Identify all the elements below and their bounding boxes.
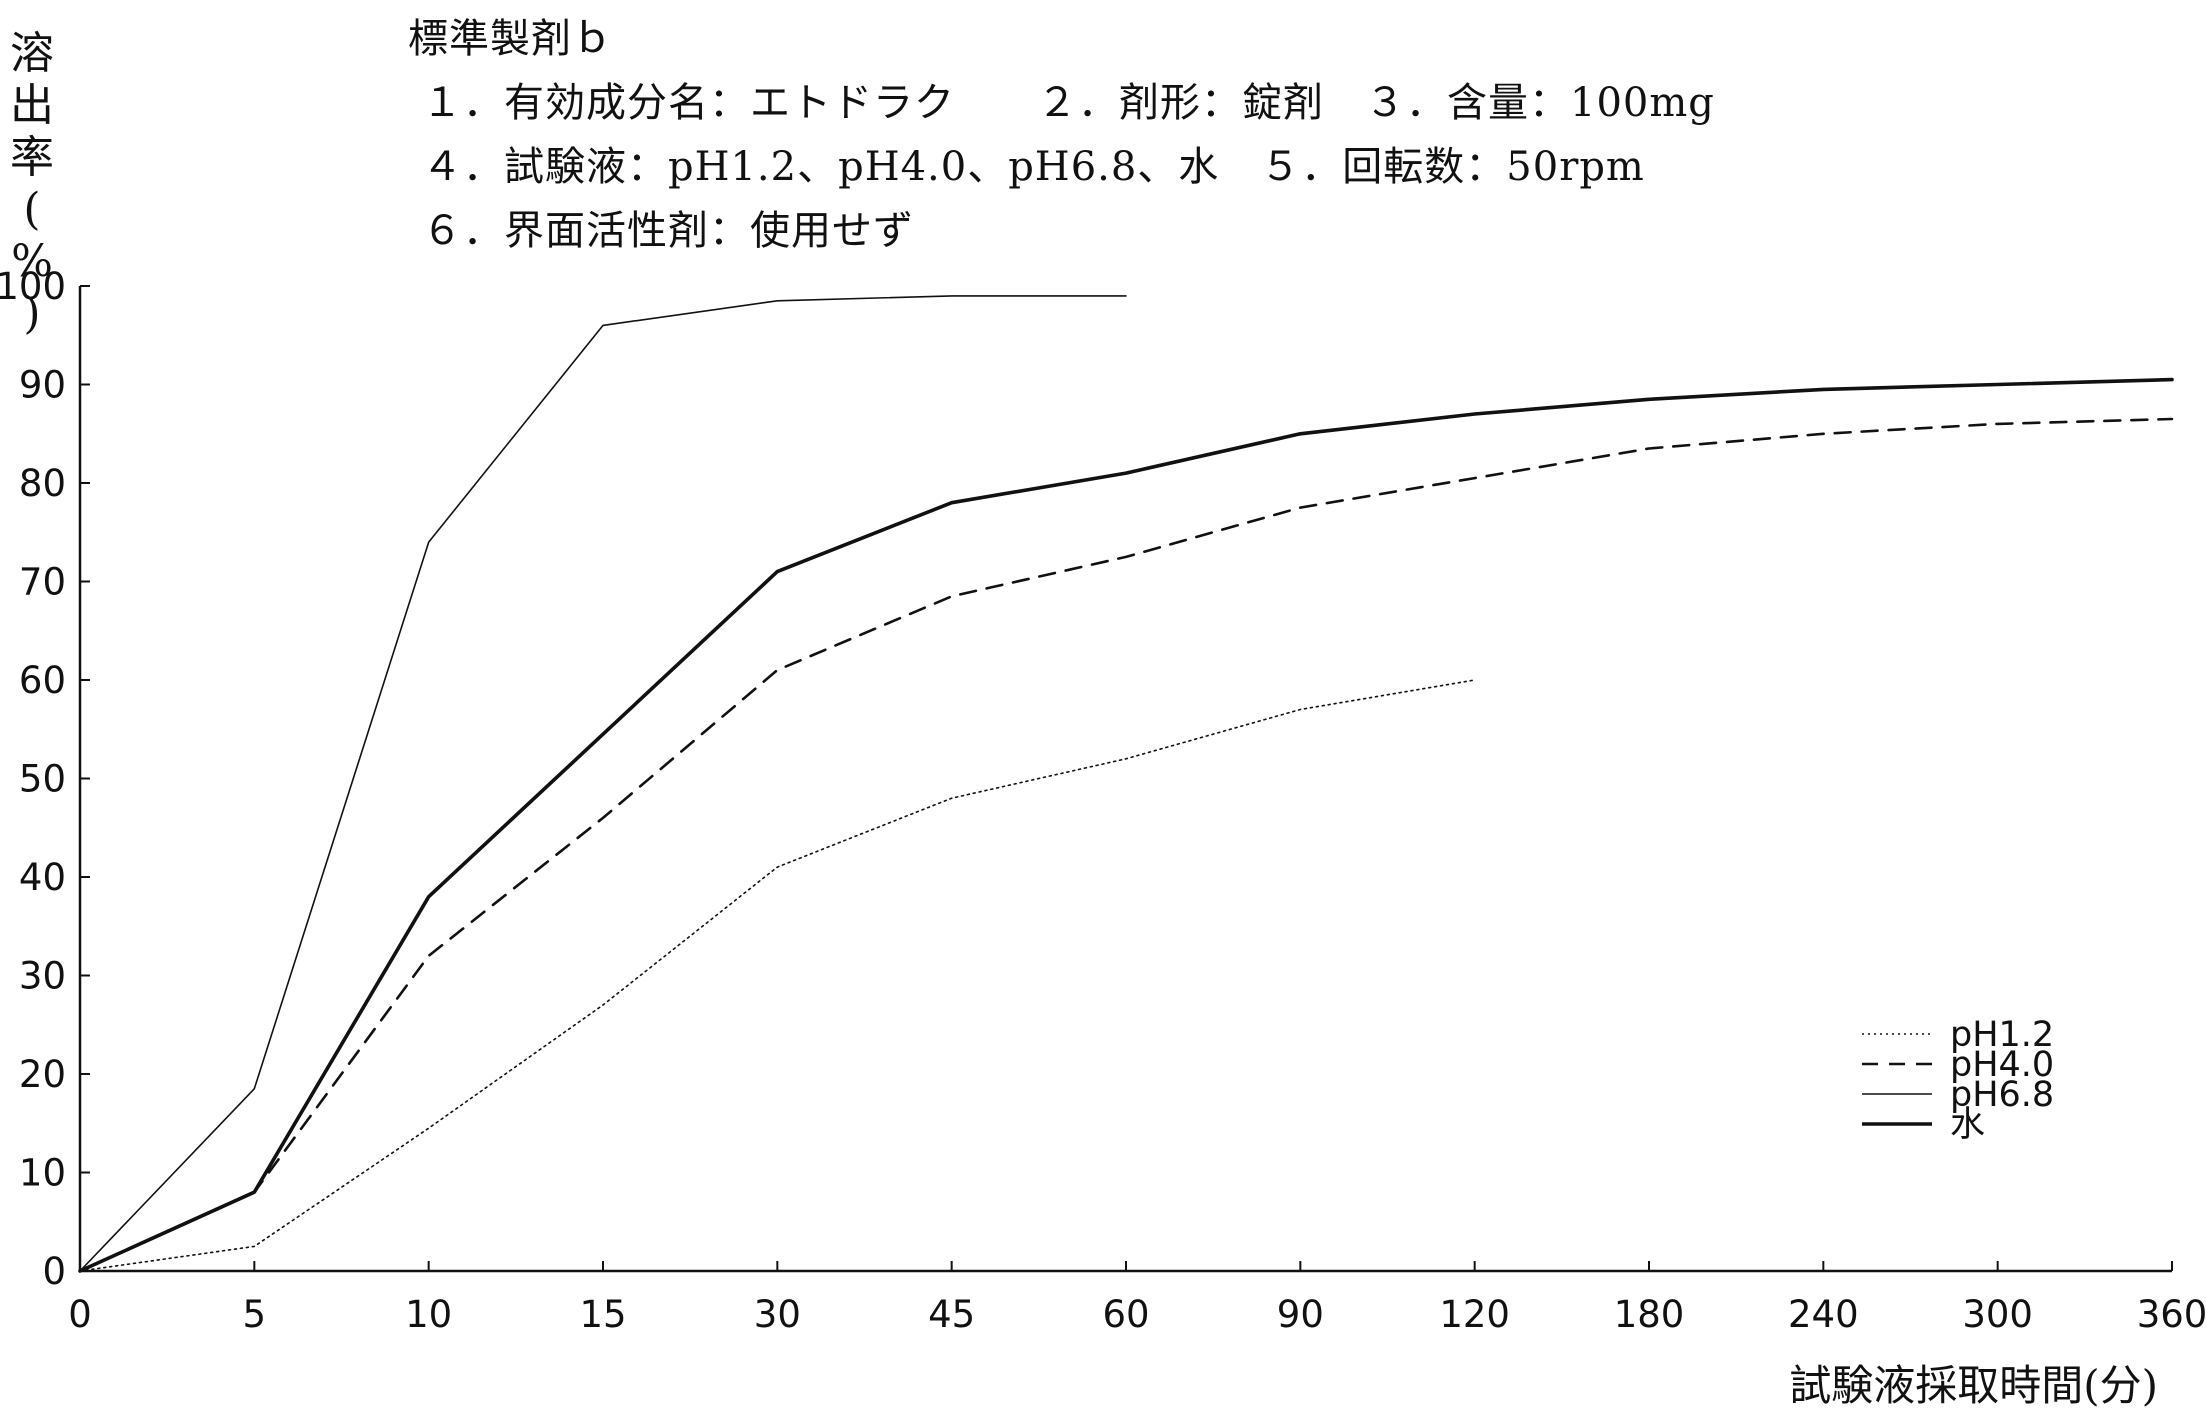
series-line-pH4.0 xyxy=(78,417,2174,1273)
x-tick-label: 300 xyxy=(1962,1293,2033,1336)
x-tick-label: 240 xyxy=(1788,1293,1859,1336)
x-tick-label: 90 xyxy=(1277,1293,1324,1336)
x-tick-label: 10 xyxy=(405,1293,452,1336)
y-tick-label: 60 xyxy=(19,659,66,702)
x-tick-label: 15 xyxy=(579,1293,626,1336)
y-tick-label: 30 xyxy=(19,955,66,998)
info-line-1: １．有効成分名：エトドラク ２．剤形：錠剤 ３．含量：100mg xyxy=(422,80,1715,126)
x-tick-label: 5 xyxy=(243,1293,267,1336)
x-tick-label: 120 xyxy=(1439,1293,1510,1336)
x-tick-label: 0 xyxy=(68,1293,92,1336)
y-tick-label: 90 xyxy=(19,364,66,407)
series-line-水 xyxy=(78,377,2174,1273)
legend-label: pH6.8 xyxy=(1950,1075,2054,1115)
series-line-pH6.8 xyxy=(79,295,1127,1272)
y-tick-label: 20 xyxy=(19,1053,66,1096)
chart-title: 標準製剤ｂ xyxy=(408,16,613,62)
y-axis-label: 溶 出 率 ( % ) xyxy=(8,28,56,340)
y-tick-label: 10 xyxy=(19,1152,66,1195)
x-tick-label: 30 xyxy=(754,1293,801,1336)
x-tick-label: 60 xyxy=(1102,1293,1149,1336)
legend-label: pH4.0 xyxy=(1950,1045,2054,1085)
x-tick-label: 45 xyxy=(928,1293,975,1336)
x-axis-label: 試験液採取時間(分) xyxy=(1789,1361,2158,1410)
info-line-2: ４．試験液：pH1.2、pH4.0、pH6.8、水 ５．回転数：50rpm xyxy=(422,144,1645,190)
y-tick-label: 40 xyxy=(19,856,66,899)
y-axis-label-char: % xyxy=(11,236,53,287)
legend-label: 水 xyxy=(1950,1105,1985,1145)
y-tick-label: 100 xyxy=(0,265,66,308)
series-line-pH1.2 xyxy=(79,679,1476,1272)
y-axis-label-char: ( xyxy=(23,184,41,235)
x-tick-label: 180 xyxy=(1614,1293,1685,1336)
y-tick-label: 0 xyxy=(42,1250,66,1293)
legend-label: pH1.2 xyxy=(1950,1015,2054,1055)
y-tick-label: 70 xyxy=(19,561,66,604)
y-tick-label: 50 xyxy=(19,758,66,801)
y-axis-label-char: ) xyxy=(23,288,41,339)
y-axis-label-char: 溶 xyxy=(10,28,54,79)
y-axis-label-char: 率 xyxy=(10,132,54,183)
y-axis-label-char: 出 xyxy=(10,80,54,131)
y-tick-label: 80 xyxy=(19,462,66,505)
info-line-3: ６．界面活性剤：使用せず xyxy=(422,208,914,254)
x-tick-label: 360 xyxy=(2137,1293,2206,1336)
